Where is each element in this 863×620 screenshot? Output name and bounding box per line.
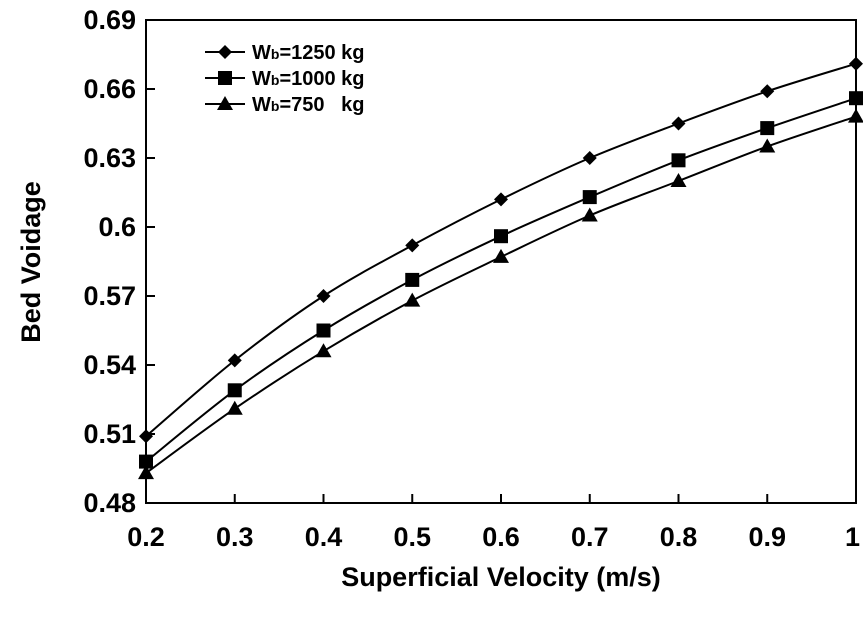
square-data-point: [849, 91, 863, 106]
legend-label-subscript: b: [271, 72, 280, 88]
triangle-data-point: [404, 292, 421, 307]
triangle-data-point: [493, 248, 509, 263]
legend-triangle-marker: [217, 96, 233, 110]
square-data-point: [139, 454, 153, 469]
legend-label-main: W: [252, 42, 271, 64]
square-data-point: [582, 190, 597, 205]
legend-square-marker: [218, 71, 232, 85]
y-axis-title: Bed Voidage: [16, 181, 46, 343]
y-tick-label: 0.69: [83, 5, 136, 35]
x-tick-label: 0.2: [127, 522, 165, 552]
diamond-data-point: [494, 192, 508, 207]
x-tick-label: 0.7: [571, 522, 609, 552]
legend-label-subscript: b: [271, 98, 280, 114]
legend-item: Wb=750 kg: [205, 94, 365, 116]
series-square: [139, 91, 863, 469]
y-tick-label: 0.48: [83, 488, 136, 518]
y-tick-label: 0.66: [83, 74, 136, 104]
legend-label: Wb=1250 kg: [252, 42, 365, 64]
square-data-point: [671, 153, 686, 168]
series-triangle: [138, 108, 863, 480]
square-data-point: [494, 229, 508, 244]
triangle-data-point: [138, 465, 154, 480]
triangle-data-point: [581, 207, 598, 222]
y-tick-label: 0.54: [83, 350, 136, 380]
triangle-data-point: [759, 138, 776, 153]
triangle-data-point: [315, 343, 332, 358]
square-data-point: [760, 121, 775, 136]
diamond-data-point: [849, 56, 863, 71]
legend-label-rest: =1000 kg: [279, 68, 364, 90]
triangle-data-point: [848, 108, 863, 123]
diamond-data-point: [227, 353, 242, 368]
square-data-point: [227, 383, 242, 398]
y-tick-label: 0.51: [83, 419, 136, 449]
diamond-data-point: [760, 84, 775, 99]
series-layer: [138, 56, 863, 480]
x-axis-title: Superficial Velocity (m/s): [341, 562, 661, 592]
diamond-data-point: [316, 289, 331, 303]
triangle-data-point: [226, 400, 243, 415]
x-tick-label: 0.8: [660, 522, 698, 552]
x-tick-label: 0.9: [748, 522, 786, 552]
y-tick-label: 0.63: [83, 143, 136, 173]
legend-label-main: W: [252, 94, 271, 116]
legend-label: Wb=1000 kg: [252, 68, 365, 90]
square-data-point: [405, 272, 420, 287]
y-axis-ticks: 0.48 0.51 0.54 0.57 0.6 0.63 0.66 0.69: [83, 5, 155, 518]
legend-label-rest: =750 kg: [279, 94, 364, 116]
legend-item: Wb=1000 kg: [205, 68, 365, 90]
triangle-data-point: [670, 173, 687, 187]
y-tick-label: 0.57: [83, 281, 136, 311]
x-tick-label: 0.6: [482, 522, 520, 552]
series-line: [145, 115, 857, 474]
y-tick-label: 0.6: [98, 212, 136, 242]
legend-label-subscript: b: [271, 46, 280, 62]
legend-item: Wb=1250 kg: [205, 42, 365, 64]
diamond-data-point: [405, 238, 420, 253]
legend-diamond-marker: [218, 45, 232, 59]
diamond-data-point: [582, 151, 597, 165]
x-axis-ticks: 0.2 0.3 0.4 0.5 0.6 0.7 0.8 0.9 1: [127, 494, 860, 552]
square-data-point: [316, 323, 331, 338]
legend-label: Wb=750 kg: [252, 94, 365, 116]
legend-label-main: W: [252, 68, 271, 90]
diamond-data-point: [671, 116, 686, 131]
diamond-data-point: [139, 429, 153, 444]
series-diamond: [139, 56, 863, 444]
x-tick-label: 0.4: [305, 522, 343, 552]
x-tick-label: 0.3: [216, 522, 254, 552]
x-tick-label: 1: [845, 522, 860, 552]
x-tick-label: 0.5: [393, 522, 431, 552]
legend-label-rest: =1250 kg: [279, 42, 364, 64]
